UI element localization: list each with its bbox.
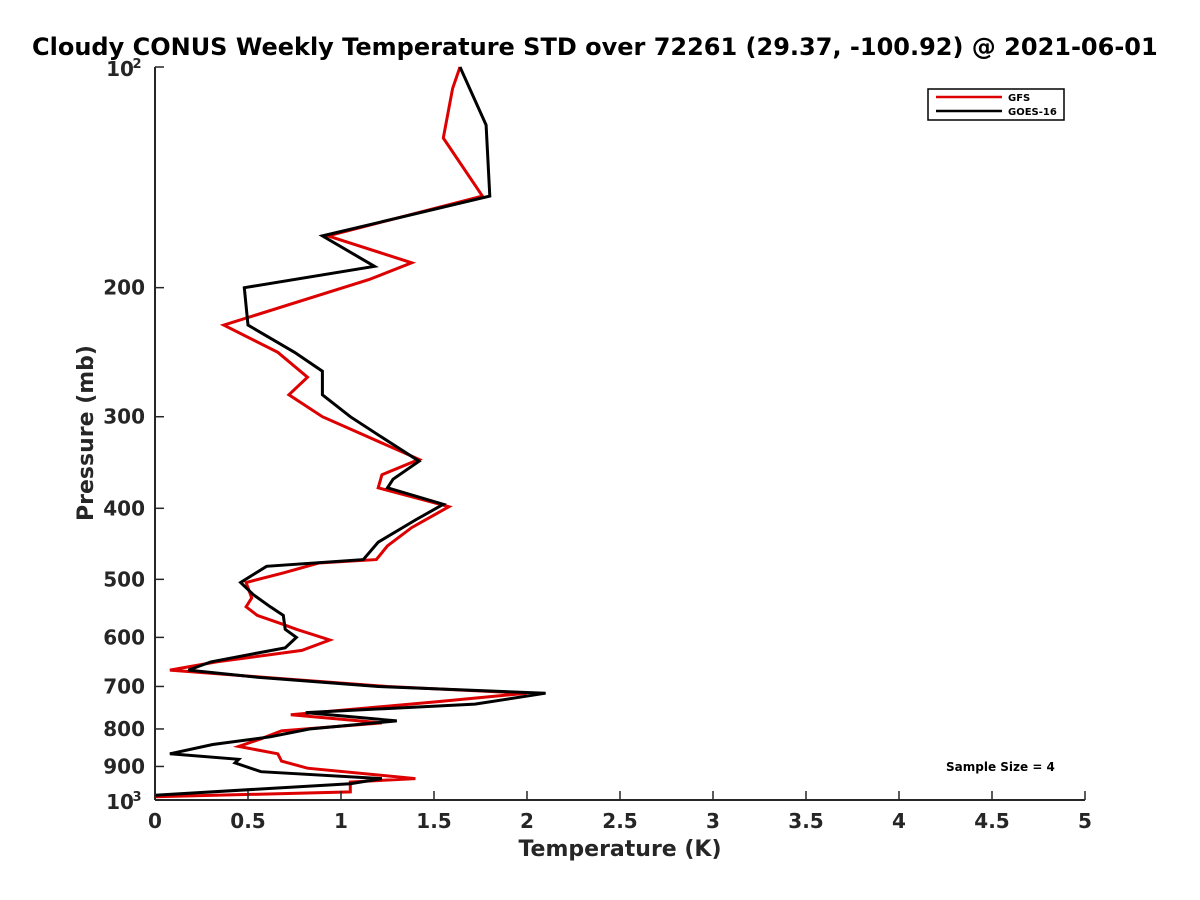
y-tick-exponent: 2 [132,57,141,72]
x-tick-label: 0 [148,809,162,833]
x-tick-label: 4.5 [974,809,1009,833]
y-axis-label: Pressure (mb) [74,345,99,521]
y-tick-label: 300 [103,405,145,429]
x-tick-label: 1 [334,809,348,833]
legend-label-goes16: GOES-16 [1008,107,1057,118]
x-tick-label: 5 [1078,809,1092,833]
legend: GFS GOES-16 [927,88,1065,121]
y-tick-label: 700 [103,674,145,698]
y-tick-exponent: 3 [132,790,141,805]
y-tick-label: 10 [106,57,134,81]
x-tick-label: 3 [706,809,720,833]
x-ticks: 0 0.5 1 1.5 2 2.5 3 3.5 4 4.5 5 [148,791,1092,833]
x-tick-label: 4 [892,809,906,833]
series-layer [154,66,546,799]
y-tick-label: 10 [106,790,134,814]
y-tick-label: 400 [103,496,145,520]
series-line-1 [154,66,546,797]
series-line-0 [154,66,528,799]
sample-size-annotation: Sample Size = 4 [946,760,1055,774]
y-tick-label: 900 [103,754,145,778]
chart-title: Cloudy CONUS Weekly Temperature STD over… [32,33,1158,61]
x-tick-label: 3.5 [788,809,823,833]
y-tick-label: 600 [103,625,145,649]
x-axis-label: Temperature (K) [518,837,721,862]
y-tick-label: 500 [103,567,145,591]
x-tick-label: 2 [520,809,534,833]
y-tick-label: 200 [103,276,145,300]
x-tick-label: 2.5 [602,809,637,833]
y-tick-label: 800 [103,717,145,741]
legend-label-gfs: GFS [1008,93,1030,104]
x-tick-label: 0.5 [230,809,265,833]
x-tick-label: 1.5 [416,809,451,833]
legend-box [927,88,1065,121]
